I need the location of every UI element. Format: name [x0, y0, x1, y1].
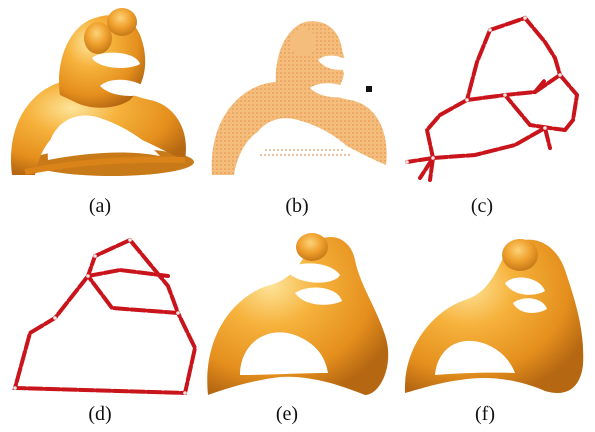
skeleton-graph-d: [12, 238, 198, 396]
caption-f: (f): [475, 403, 495, 425]
caption-e: (e): [275, 403, 299, 425]
panel-e-reconstruction: (e): [200, 225, 400, 432]
caption-c: (c): [470, 195, 494, 217]
caption-b: (b): [285, 195, 309, 217]
panel-d-skeleton: (d): [0, 228, 200, 432]
panel-a-sculpture: (a): [0, 0, 200, 217]
caption-a: (a): [88, 195, 112, 217]
sculpture-surface-a: [10, 8, 194, 176]
caption-d: (d): [88, 403, 112, 425]
point-cloud-b: [211, 21, 387, 175]
reconstructed-surface-f: [404, 239, 584, 394]
panel-f-reconstruction: (f): [395, 225, 595, 432]
reconstructed-surface-e: [207, 233, 389, 395]
panel-b-point-cloud: (b): [200, 0, 400, 217]
skeleton-graph-c: [405, 15, 580, 182]
panel-c-skeleton: (c): [395, 0, 595, 217]
